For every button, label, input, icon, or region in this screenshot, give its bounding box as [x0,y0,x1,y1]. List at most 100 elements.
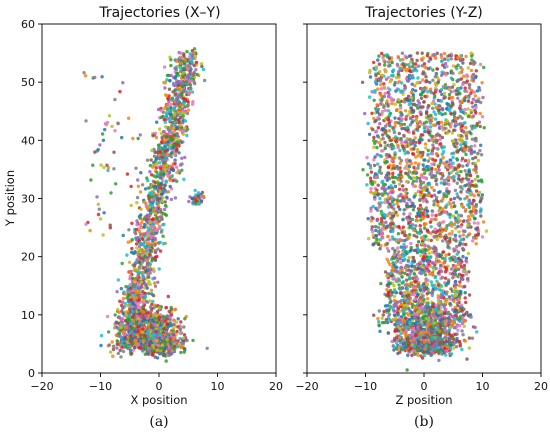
trajectory-point [194,60,199,65]
trajectory-point [191,100,195,104]
trajectory-point [107,343,112,347]
trajectory-point [185,133,189,138]
trajectory-point [441,250,446,254]
trajectory-point [426,114,431,118]
trajectory-point [395,107,399,112]
trajectory-point [374,175,379,179]
trajectory-point [434,106,438,110]
trajectory-point [149,328,153,333]
trajectory-point [398,66,402,71]
trajectory-point [407,164,412,169]
trajectory-point [416,64,421,68]
trajectory-point [474,184,479,188]
trajectory-point [427,191,431,195]
trajectory-point [385,246,389,251]
trajectory-point [178,105,182,109]
trajectory-point [461,110,465,115]
trajectory-point [159,230,164,234]
trajectory-point [404,158,408,162]
trajectory-point [472,72,476,77]
trajectory-point [180,91,184,96]
trajectory-point [165,173,170,177]
trajectory-point [439,263,443,268]
trajectory-point [361,168,365,172]
trajectory-point [128,348,133,352]
trajectory-point [126,116,131,120]
trajectory-point [369,219,373,223]
trajectory-point [158,326,163,331]
trajectory-point [186,108,191,112]
trajectory-point [474,164,478,168]
trajectory-point [394,89,398,93]
trajectory-point [157,204,161,208]
trajectory-point [155,348,159,352]
trajectory-point [414,179,419,183]
trajectory-point [177,171,182,175]
trajectory-point [202,194,206,199]
trajectory-point [468,130,472,134]
trajectory-point [200,190,205,195]
trajectory-point [393,313,397,317]
trajectory-point [168,337,173,342]
trajectory-point [476,151,480,156]
trajectory-point [181,336,186,340]
trajectory-point [162,118,166,122]
trajectory-point [140,183,145,187]
trajectory-point [464,207,468,212]
trajectory-point [163,161,167,165]
trajectory-point [378,168,382,172]
trajectory-point [411,285,416,289]
trajectory-point [442,194,446,198]
trajectory-point [383,144,388,148]
trajectory-point [176,339,180,343]
trajectory-point [405,263,409,268]
trajectory-point [388,281,392,286]
trajectory-point [101,138,106,142]
trajectory-point [434,167,438,172]
trajectory-point [411,93,416,97]
trajectory-point [419,236,424,240]
trajectory-point [414,116,419,120]
trajectory-point [437,103,441,108]
trajectory-point [375,129,379,133]
trajectory-point [377,320,381,324]
trajectory-point [82,71,86,75]
trajectory-point [376,316,380,321]
trajectory-point [174,59,179,63]
trajectory-point [163,183,167,188]
y-tick-label: 30 [21,193,35,206]
trajectory-point [375,237,379,241]
trajectory-point [154,166,158,170]
trajectory-point [175,86,180,90]
trajectory-point [387,121,391,125]
trajectory-point [378,113,382,117]
chart-title: Trajectories (Y-Z) [364,5,483,21]
trajectory-point [441,155,445,160]
trajectory-point [122,333,127,337]
trajectory-point [383,63,387,67]
trajectory-point [391,256,395,261]
trajectory-point [469,88,474,93]
trajectory-point [145,258,149,263]
trajectory-point [376,58,380,62]
trajectory-point [164,319,168,324]
trajectory-point [425,229,430,233]
trajectory-point [120,322,124,326]
trajectory-point [418,198,422,202]
trajectory-point [418,179,423,183]
trajectory-point [459,190,463,194]
trajectory-point [130,342,135,347]
trajectory-point [382,182,386,186]
trajectory-point [465,73,469,77]
trajectory-point [366,121,370,126]
trajectory-point [390,200,395,204]
trajectory-point [405,287,410,291]
trajectory-point [438,111,443,115]
trajectory-point [402,242,406,247]
scatter-points [360,51,489,372]
trajectory-point [368,176,373,180]
trajectory-point [161,129,166,134]
trajectory-point [144,204,148,208]
trajectory-point [154,194,158,198]
trajectory-point [151,198,155,202]
